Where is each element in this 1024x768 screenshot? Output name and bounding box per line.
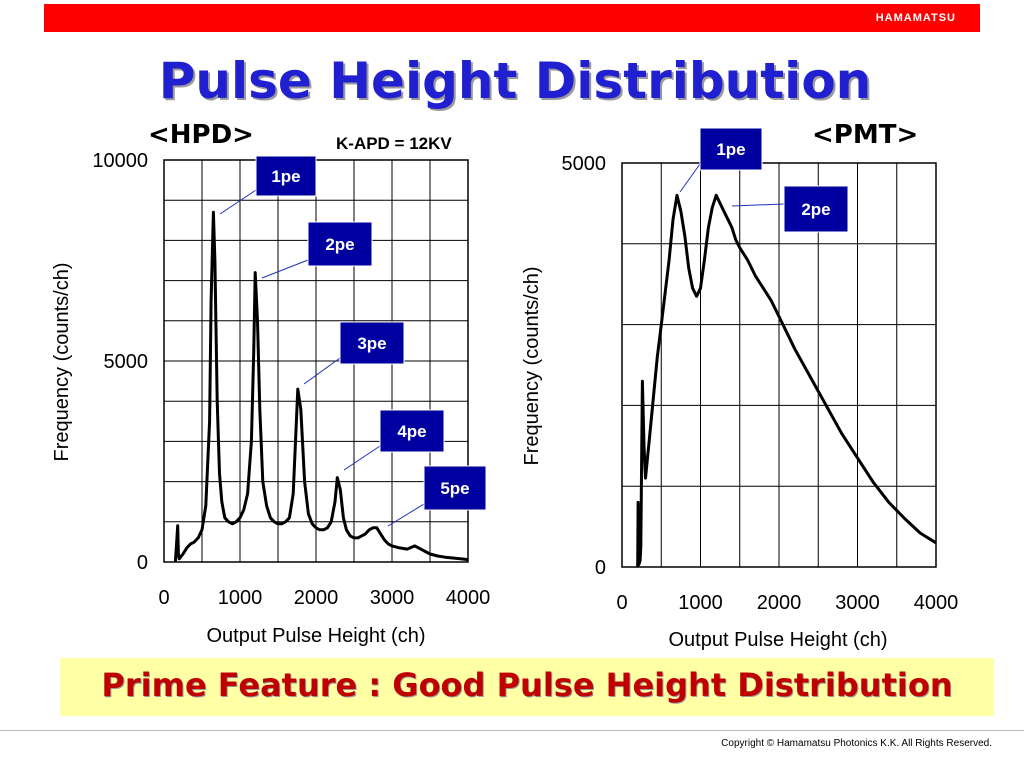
hpd-xtick-label: 2000 [294, 587, 339, 609]
pmt-chart: 0 1000 2000 3000 4000 0 5000 Output Pulse Heigh… [521, 127, 959, 651]
pmt-ytick-label: 0 [595, 557, 606, 579]
pmt-peak-box [783, 185, 849, 233]
pmt-xtick-label: 3000 [835, 592, 880, 614]
pmt-peak-text: 1pe [716, 140, 745, 159]
hpd-peak-label-4pe: 4pe [343, 409, 445, 471]
pmt-peak-leader [679, 163, 701, 193]
feature-banner: Prime Feature : Good Pulse Height Distri… [60, 658, 994, 716]
pmt-xtick-label: 1000 [678, 592, 723, 614]
brand-bar: HAMAMATSU [44, 4, 980, 32]
hpd-voltage-note: K-APD = 12KV [336, 134, 452, 153]
hpd-peak-label-3pe: 3pe [303, 321, 405, 385]
hpd-y-axis-label: Frequency (counts/ch) [51, 263, 73, 462]
pmt-y-axis-label: Frequency (counts/ch) [521, 267, 543, 466]
hpd-peak-leader [387, 503, 425, 527]
pmt-xtick-label: 0 [616, 592, 627, 614]
hpd-peak-leader [219, 189, 257, 215]
pmt-peak-box [699, 127, 763, 171]
pmt-plot-frame [621, 162, 937, 568]
hpd-x-axis-label: Output Pulse Height (ch) [207, 625, 426, 647]
hpd-xtick-label: 3000 [370, 587, 415, 609]
hpd-peak-leader [343, 445, 381, 471]
pmt-xtick-label: 2000 [757, 592, 802, 614]
hpd-peak-text: 3pe [357, 334, 386, 353]
hpd-ytick-label: 5000 [104, 351, 149, 373]
hpd-peak-box [339, 321, 405, 365]
hpd-xtick-label: 4000 [446, 587, 491, 609]
hpd-peak-label-2pe: 2pe [261, 221, 373, 279]
hpd-peak-text: 1pe [271, 167, 300, 186]
hpd-chart: 0 1000 2000 3000 4000 0 5000 10000 Output Pulse … [51, 150, 491, 647]
pmt-xtick-label: 4000 [914, 592, 959, 614]
hpd-ytick-label: 0 [137, 552, 148, 574]
pmt-x-axis-label: Output Pulse Height (ch) [669, 629, 888, 651]
pmt-series-line [636, 193, 937, 568]
hpd-peak-text: 5pe [440, 479, 469, 498]
hpd-peak-box [255, 155, 317, 197]
hpd-ytick-label: 10000 [92, 150, 148, 172]
hpd-peak-label-1pe: 1pe [219, 155, 317, 215]
hpd-peak-box [379, 409, 445, 453]
hpd-xtick-label: 0 [158, 587, 169, 609]
hpd-peak-box [307, 221, 373, 267]
pmt-peak-text: 2pe [801, 200, 830, 219]
copyright-text: Copyright © Hamamatsu Photonics K.K. All… [721, 738, 992, 749]
hpd-series-line [173, 210, 469, 563]
pmt-peak-label-2pe: 2pe [731, 185, 849, 233]
pmt-heading: <PMT> [812, 120, 919, 150]
pmt-peak-leader [731, 203, 785, 207]
slide-title: Pulse Height Distribution [158, 52, 872, 110]
pmt-peak-label-1pe: 1pe [679, 127, 763, 193]
hpd-peak-leader [261, 259, 309, 279]
hpd-peak-text: 2pe [325, 235, 354, 254]
feature-banner-text: Prime Feature : Good Pulse Height Distri… [101, 666, 953, 704]
hpd-peak-label-5pe: 5pe [387, 465, 487, 527]
pmt-ytick-label: 5000 [562, 153, 607, 175]
hpd-xtick-label: 1000 [218, 587, 263, 609]
hpd-peak-box [423, 465, 487, 511]
footer-divider [0, 730, 1024, 731]
brand-logo: HAMAMATSU [875, 12, 956, 24]
hpd-peak-leader [303, 357, 341, 385]
hpd-heading: <HPD> [148, 120, 254, 150]
hpd-peak-text: 4pe [397, 422, 426, 441]
